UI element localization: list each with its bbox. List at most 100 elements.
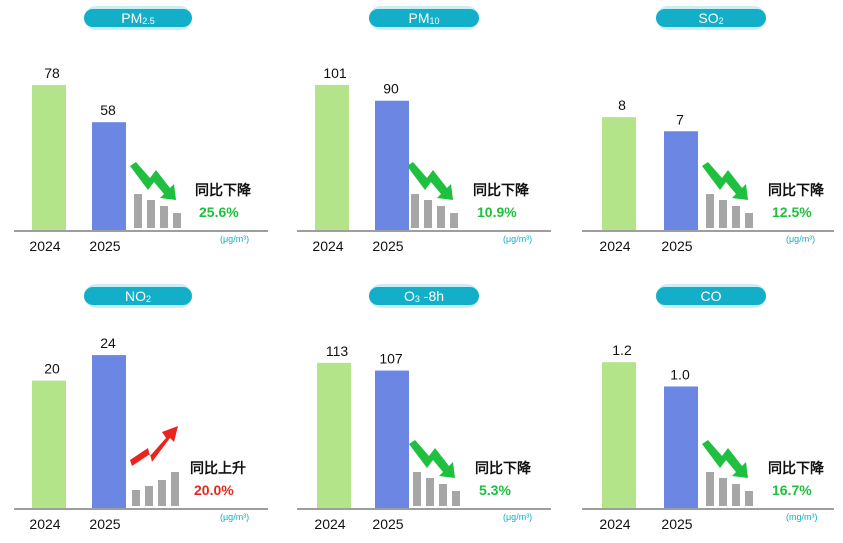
trend-mini-bar — [732, 484, 740, 506]
data-label: 90 — [383, 81, 399, 97]
bar-2025 — [92, 355, 126, 508]
chart-panel-so2: SO 2 8 2024 7 2025 同比下降 12.5% (μg/m³) — [566, 0, 843, 265]
x-tick-label: 2025 — [661, 238, 692, 254]
pollutant-badge: NO 2 — [84, 284, 192, 308]
trend-label: 同比下降 — [768, 182, 824, 198]
trend-mini-bar — [424, 200, 432, 228]
bar-2025 — [375, 100, 409, 231]
trend-mini-bar — [171, 472, 179, 506]
pollutant-badge: PM 2.5 — [84, 6, 192, 30]
unit-label: (μg/m³) — [503, 234, 533, 244]
bar-chart-svg: 101 2024 90 2025 — [297, 65, 551, 254]
bar-2025 — [664, 131, 698, 230]
trend-mini-bar — [452, 491, 460, 506]
x-tick-label: 2024 — [599, 516, 630, 532]
x-tick-label: 2024 — [599, 238, 630, 254]
change-percent: 10.9% — [477, 204, 517, 220]
bar-2025 — [375, 370, 409, 508]
x-tick-label: 2024 — [314, 516, 345, 532]
bar-2024 — [32, 85, 66, 230]
bar-2024 — [602, 362, 636, 508]
trend-label: 同比下降 — [768, 460, 824, 476]
change-percent: 16.7% — [772, 482, 812, 498]
unit-label: (mg/m³) — [786, 512, 818, 522]
x-tick-label: 2025 — [89, 516, 120, 532]
bar-2024 — [317, 362, 351, 508]
pollutant-title: SO 2 — [656, 9, 766, 27]
unit-label: (μg/m³) — [220, 512, 250, 522]
bar-2025 — [92, 122, 126, 230]
bar-2025 — [664, 386, 698, 508]
chart-panel-co: CO 1.2 2024 1.0 2025 同比下降 16.7% (mg/m³) — [566, 278, 843, 543]
unit-label: (μg/m³) — [220, 234, 250, 244]
trend-mini-bar — [437, 206, 445, 228]
data-label: 1.2 — [612, 342, 632, 358]
pollutant-badge: CO — [656, 284, 766, 308]
trend-mini-bar — [745, 213, 753, 228]
x-tick-label: 2025 — [661, 516, 692, 532]
x-tick-label: 2024 — [29, 516, 60, 532]
trend-mini-bar — [745, 491, 753, 506]
pollutant-badge: PM 10 — [369, 6, 479, 30]
chart-panel-no2: NO 2 20 2024 24 2025 同比上升 20.0% (μg/m³) — [0, 278, 280, 543]
trend-up-arrow-icon — [130, 426, 178, 466]
bar-2024 — [602, 117, 636, 230]
bar-chart-svg: 8 2024 7 2025 — [582, 97, 834, 254]
trend-down-arrow-icon — [409, 440, 455, 478]
data-label: 20 — [44, 361, 60, 377]
change-percent: 25.6% — [199, 204, 239, 220]
bar-chart-svg: 113 2024 107 2025 — [297, 343, 551, 532]
chart-panel-pm10: PM 10 101 2024 90 2025 同比下降 10.9% (μg/m³) — [283, 0, 563, 265]
trend-down-arrow-icon — [407, 162, 453, 200]
data-label: 101 — [323, 65, 347, 81]
trend-label: 同比下降 — [473, 182, 529, 198]
bar-chart-svg: 20 2024 24 2025 — [14, 335, 268, 532]
trend-mini-bar — [145, 486, 153, 506]
x-tick-label: 2024 — [29, 238, 60, 254]
trend-mini-bar — [719, 478, 727, 506]
trend-mini-bar — [411, 194, 419, 228]
pollutant-title: CO — [656, 287, 766, 305]
chart-panel-pm25: PM 2.5 78 2024 58 2025 同比下降 25.6% (μg/m³) — [0, 0, 280, 265]
trend-mini-bar — [719, 200, 727, 228]
trend-down-arrow-icon — [702, 162, 748, 200]
trend-label: 同比下降 — [195, 182, 251, 198]
unit-label: (μg/m³) — [503, 512, 533, 522]
trend-mini-bar — [732, 206, 740, 228]
trend-label: 同比上升 — [190, 460, 246, 476]
trend-mini-bar — [426, 478, 434, 506]
data-label: 107 — [379, 351, 403, 367]
trend-mini-bar — [147, 200, 155, 228]
trend-mini-bar — [413, 472, 421, 506]
trend-mini-bar — [158, 480, 166, 506]
trend-down-arrow-icon — [130, 162, 176, 200]
data-label: 113 — [326, 343, 349, 359]
pollutant-title: PM 2.5 — [84, 9, 192, 27]
data-label: 78 — [44, 65, 60, 81]
trend-label: 同比下降 — [475, 460, 531, 476]
change-percent: 12.5% — [772, 204, 812, 220]
x-tick-label: 2025 — [372, 238, 403, 254]
bar-2024 — [315, 84, 349, 230]
x-tick-label: 2024 — [312, 238, 343, 254]
pollutant-title: PM 10 — [369, 9, 479, 27]
trend-mini-bar — [439, 484, 447, 506]
data-label: 8 — [618, 97, 626, 113]
bar-2024 — [32, 380, 66, 508]
data-label: 1.0 — [670, 366, 690, 382]
trend-mini-bar — [173, 213, 181, 228]
bar-chart-svg: 78 2024 58 2025 — [14, 65, 268, 254]
data-label: 7 — [676, 111, 684, 127]
unit-label: (μg/m³) — [786, 234, 816, 244]
change-percent: 5.3% — [479, 482, 511, 498]
trend-mini-bar — [450, 213, 458, 228]
trend-mini-bar — [134, 194, 142, 228]
trend-mini-bar — [132, 490, 140, 506]
bar-chart-svg: 1.2 2024 1.0 2025 — [582, 342, 834, 532]
data-label: 58 — [100, 102, 116, 118]
x-tick-label: 2025 — [89, 238, 120, 254]
pollutant-badge: SO 2 — [656, 6, 766, 30]
